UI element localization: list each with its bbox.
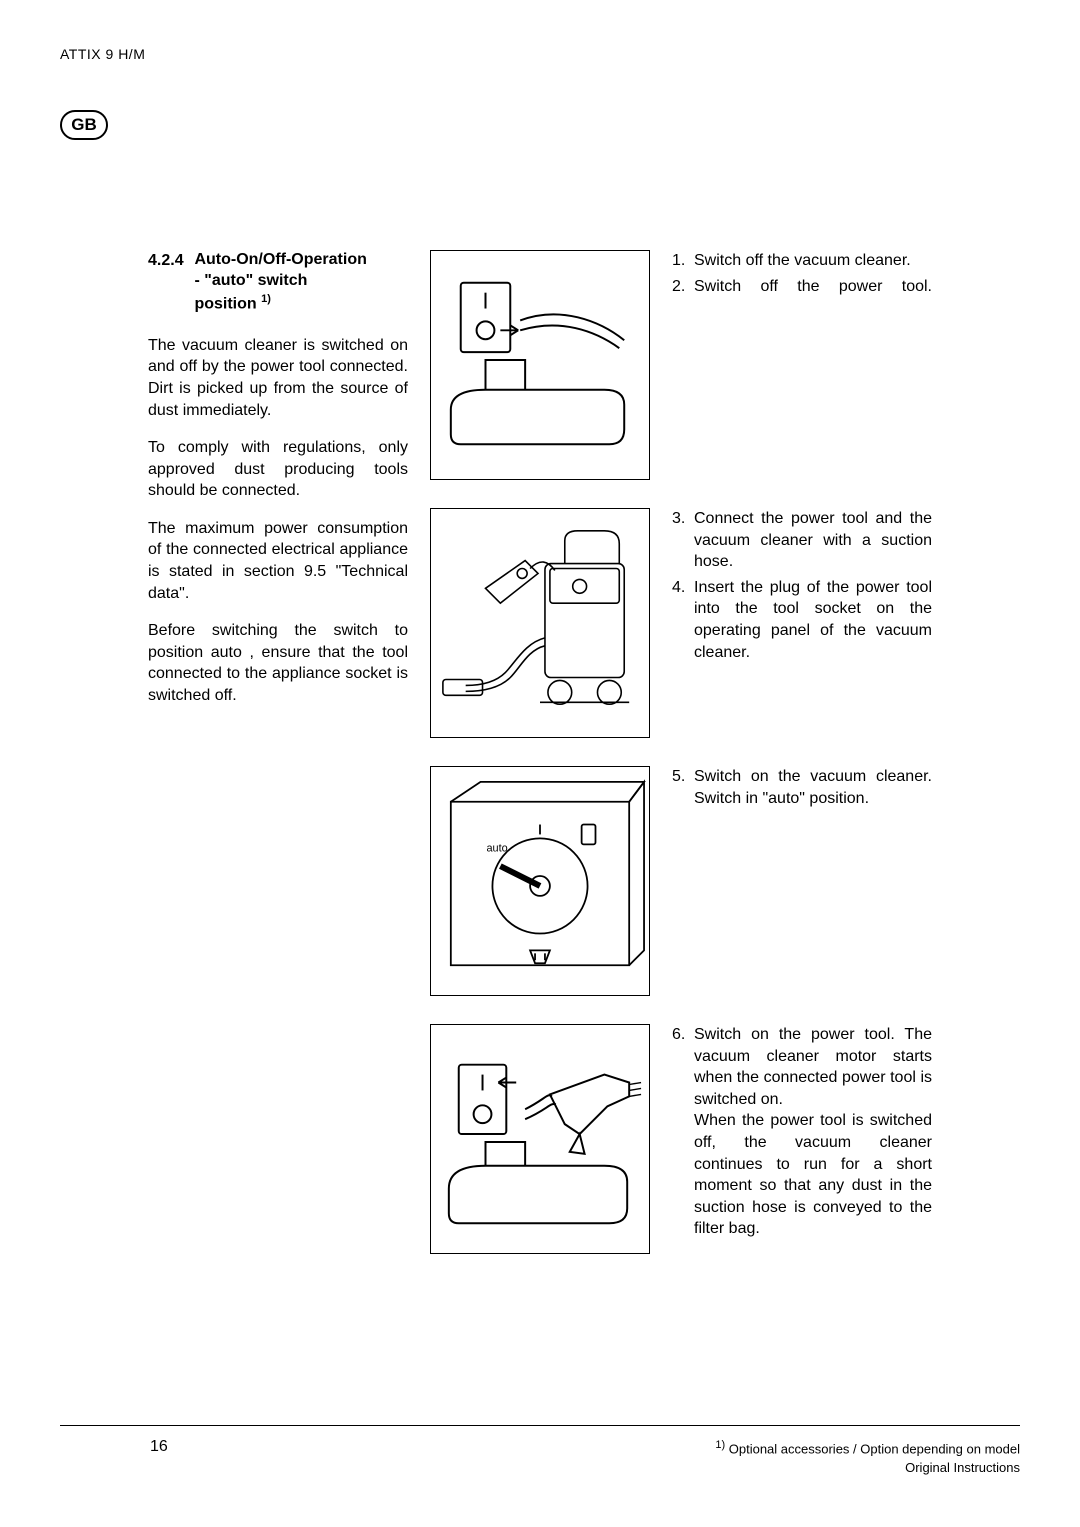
title-line: position — [194, 295, 256, 312]
footnote-origin: Original Instructions — [905, 1460, 1020, 1475]
connect-tool-icon — [431, 508, 649, 738]
paragraph: Before switching the switch to position … — [148, 620, 408, 706]
figure-connect-tool — [430, 508, 650, 738]
step-text: Insert the plug of the power tool into t… — [694, 577, 932, 663]
section-number: 4.2.4 — [148, 250, 190, 272]
steps-block-4: 6. Switch on the power tool. The vacuum … — [672, 1024, 932, 1240]
step-text: Switch on the power tool. The vacuum cle… — [694, 1024, 932, 1240]
text-column: 4.2.4 Auto-On/Off-Operation - "auto" swi… — [148, 250, 408, 1254]
section-heading: 4.2.4 Auto-On/Off-Operation - "auto" swi… — [148, 250, 408, 315]
switch-off-icon — [431, 250, 649, 480]
title-line: Auto-On/Off-Operation — [194, 251, 366, 268]
page-number: 16 — [60, 1438, 168, 1456]
steps-block-2: 3.Connect the power tool and the vacuum … — [672, 508, 932, 766]
step-number: 4. — [672, 577, 694, 663]
page-footer: 16 1) Optional accessories / Option depe… — [60, 1425, 1020, 1477]
figure-dial-auto: auto — [430, 766, 650, 996]
step-text: Switch off the vacuum cleaner. — [694, 250, 932, 272]
step-text: Switch on the vacuum cleaner. Switch in … — [694, 766, 932, 809]
steps-block-1: 1.Switch off the vacuum cleaner. 2.Switc… — [672, 250, 932, 508]
step-number: 2. — [672, 276, 694, 298]
steps-block-3: 5.Switch on the vacuum cleaner. Switch i… — [672, 766, 932, 1024]
footnote-text: Optional accessories / Option depending … — [729, 1442, 1020, 1457]
title-line: - "auto" switch — [194, 272, 307, 289]
step-text: Switch off the power tool. — [694, 276, 932, 298]
language-badge: GB — [60, 110, 108, 140]
switch-on-tool-icon — [431, 1024, 649, 1254]
step-text-part: When the power tool is switched off, the… — [694, 1112, 932, 1237]
step-text-part: Switch on the power tool. The vacuum cle… — [694, 1026, 932, 1108]
paragraph: The vacuum cleaner is switched on and of… — [148, 335, 408, 421]
step-number: 6. — [672, 1024, 694, 1240]
section-title: Auto-On/Off-Operation - "auto" switch po… — [194, 250, 394, 315]
step-number: 1. — [672, 250, 694, 272]
figure-column: auto — [430, 250, 650, 1254]
footer-notes: 1) Optional accessories / Option dependi… — [715, 1438, 1020, 1477]
header-model: ATTIX 9 H/M — [60, 46, 1020, 62]
figure-switch-on-tool — [430, 1024, 650, 1254]
manual-page: ATTIX 9 H/M GB 4.2.4 Auto-On/Off-Operati… — [0, 0, 1080, 1527]
figure-switch-off — [430, 250, 650, 480]
step-number: 5. — [672, 766, 694, 809]
svg-text:auto: auto — [486, 842, 507, 854]
title-sup: 1) — [261, 293, 271, 305]
step-text: Connect the power tool and the vacuum cl… — [694, 508, 932, 573]
main-content: 4.2.4 Auto-On/Off-Operation - "auto" swi… — [60, 250, 1020, 1254]
step-number: 3. — [672, 508, 694, 573]
paragraph: To comply with regulations, only approve… — [148, 437, 408, 502]
footnote-sup: 1) — [715, 1439, 725, 1451]
paragraph: The maximum power consumption of the con… — [148, 518, 408, 604]
dial-auto-icon: auto — [431, 766, 649, 996]
steps-column: 1.Switch off the vacuum cleaner. 2.Switc… — [672, 250, 932, 1254]
